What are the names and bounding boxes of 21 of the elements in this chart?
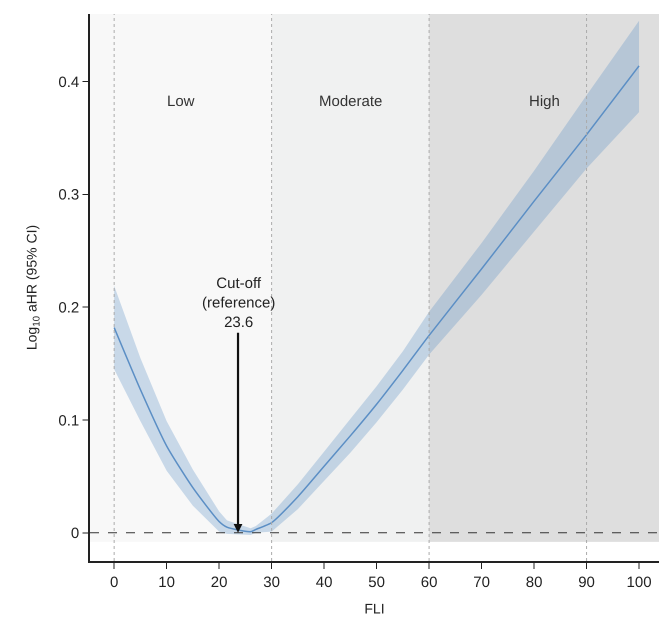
x-tick-label: 80 — [526, 574, 542, 591]
y-tick-label: 0.1 — [58, 412, 80, 430]
x-axis-title: FLI — [364, 600, 385, 617]
y-tick-label: 0.2 — [58, 299, 80, 316]
x-tick-label: 10 — [158, 574, 175, 591]
y-tick-label: 0.3 — [58, 186, 80, 204]
y-tick-label: 0 — [70, 525, 80, 542]
annotation: Cut-off (reference) 23.6 — [202, 275, 276, 331]
x-tick-label: 50 — [368, 574, 385, 591]
x-tick-label: 40 — [316, 574, 332, 591]
band-label: Low — [167, 93, 195, 110]
x-tick-label: 60 — [420, 574, 438, 591]
x-tick-label: 30 — [263, 574, 280, 591]
y-tick-label: 0.4 — [58, 74, 80, 91]
x-tick-label: 100 — [626, 574, 652, 591]
x-tick-label: 70 — [473, 574, 490, 591]
x-tick-label: 0 — [110, 574, 118, 591]
x-tick-label: 20 — [210, 574, 228, 591]
x-tick-label: 90 — [578, 574, 595, 591]
band-label: Moderate — [319, 93, 382, 110]
band-label: High — [529, 93, 560, 110]
